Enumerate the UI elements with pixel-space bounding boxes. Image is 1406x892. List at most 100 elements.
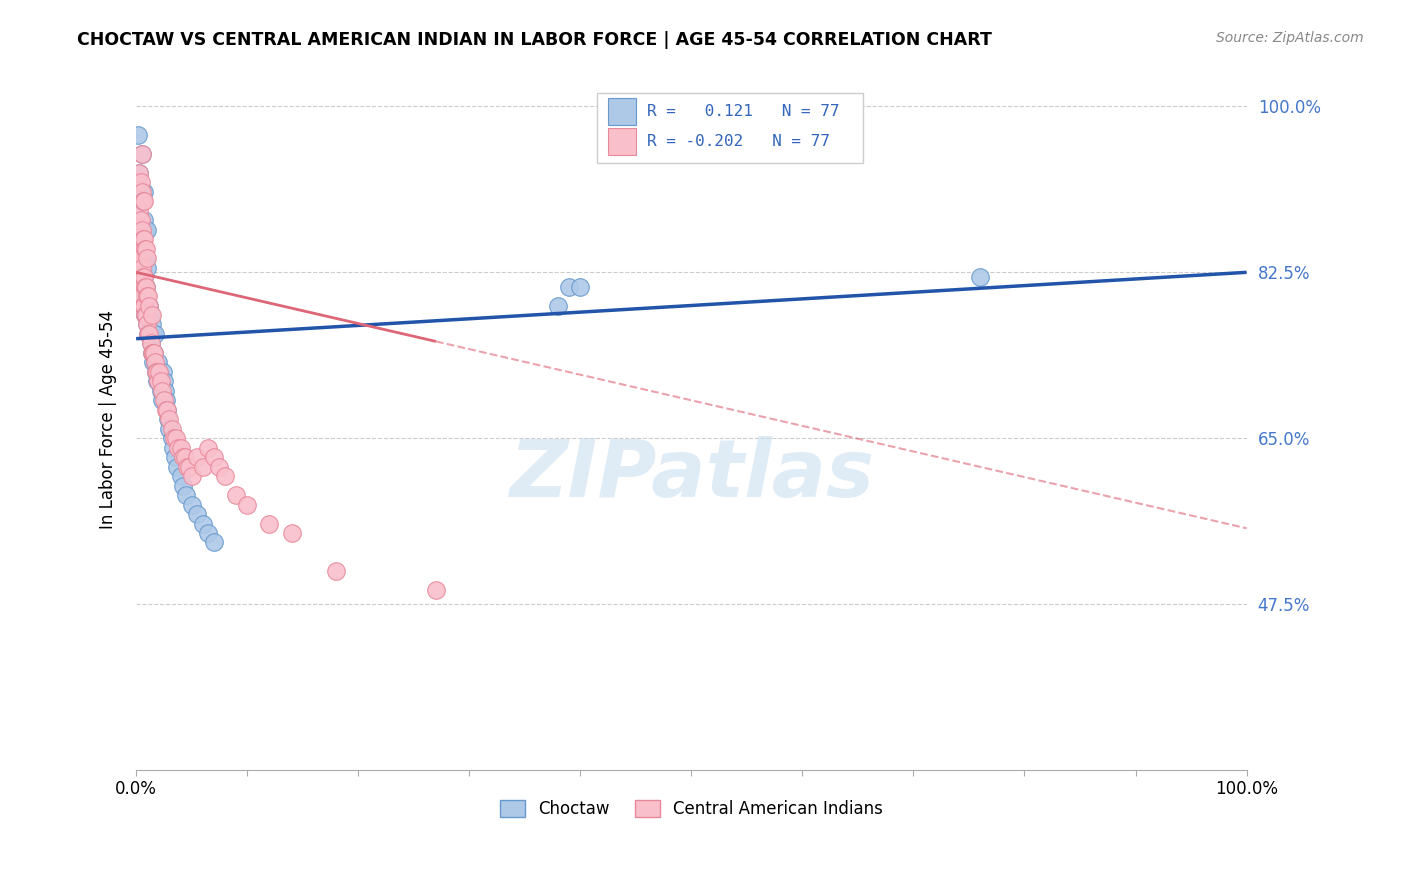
Point: [139, 336, 162, 351]
Bar: [607, 128, 636, 155]
Point: [569, 279, 592, 293]
Point: [132, 270, 155, 285]
Point: [259, 516, 281, 531]
Point: [558, 279, 581, 293]
Point: [131, 185, 153, 199]
Point: [142, 346, 165, 360]
Point: [146, 365, 169, 379]
Point: [160, 422, 183, 436]
Point: [136, 222, 159, 236]
Point: [143, 355, 166, 369]
Text: ZIPatlas: ZIPatlas: [509, 436, 875, 515]
Point: [136, 289, 159, 303]
Text: Source: ZipAtlas.com: Source: ZipAtlas.com: [1216, 31, 1364, 45]
Point: [136, 289, 159, 303]
Point: [131, 222, 153, 236]
Point: [127, 175, 149, 189]
Point: [141, 308, 163, 322]
Point: [127, 222, 149, 236]
Point: [132, 213, 155, 227]
Point: [129, 242, 152, 256]
Point: [153, 393, 176, 408]
Point: [174, 450, 197, 465]
Point: [127, 260, 149, 275]
Point: [191, 459, 214, 474]
Point: [136, 318, 159, 332]
Point: [160, 431, 183, 445]
Y-axis label: In Labor Force | Age 45-54: In Labor Force | Age 45-54: [100, 310, 117, 529]
Point: [180, 469, 202, 483]
Point: [132, 194, 155, 209]
Point: [136, 326, 159, 341]
Point: [131, 185, 153, 199]
Point: [128, 242, 150, 256]
Point: [136, 251, 159, 265]
Point: [169, 441, 191, 455]
Point: [128, 270, 150, 285]
Point: [148, 355, 170, 369]
Point: [325, 564, 347, 578]
Point: [425, 582, 447, 597]
Point: [197, 526, 219, 541]
Point: [148, 375, 170, 389]
Point: [156, 402, 179, 417]
Point: [138, 298, 160, 312]
Point: [129, 175, 152, 189]
Point: [150, 393, 173, 408]
Point: [132, 289, 155, 303]
Point: [159, 422, 181, 436]
Point: [132, 232, 155, 246]
Point: [136, 289, 159, 303]
Point: [186, 507, 208, 521]
Point: [141, 346, 163, 360]
Point: [134, 242, 156, 256]
Point: [142, 326, 165, 341]
Text: CHOCTAW VS CENTRAL AMERICAN INDIAN IN LABOR FORCE | AGE 45-54 CORRELATION CHART: CHOCTAW VS CENTRAL AMERICAN INDIAN IN LA…: [77, 31, 993, 49]
Point: [172, 478, 194, 492]
Point: [179, 459, 201, 474]
Point: [134, 279, 156, 293]
Point: [129, 279, 152, 293]
Point: [153, 375, 176, 389]
Point: [155, 402, 177, 417]
Point: [138, 326, 160, 341]
Point: [127, 251, 149, 265]
Point: [163, 431, 186, 445]
Text: R = -0.202   N = 77: R = -0.202 N = 77: [647, 134, 830, 149]
Point: [132, 270, 155, 285]
Point: [142, 346, 165, 360]
Point: [128, 213, 150, 227]
Point: [128, 166, 150, 180]
Point: [142, 355, 165, 369]
Point: [141, 346, 163, 360]
Point: [131, 222, 153, 236]
Point: [128, 166, 150, 180]
Text: R =   0.121   N = 77: R = 0.121 N = 77: [647, 103, 839, 119]
Point: [142, 346, 165, 360]
Point: [165, 431, 187, 445]
Point: [127, 213, 149, 227]
Point: [134, 222, 156, 236]
Point: [132, 194, 155, 209]
Point: [134, 279, 156, 293]
Point: [149, 375, 172, 389]
Point: [135, 279, 157, 293]
Point: [180, 498, 202, 512]
Point: [149, 384, 172, 398]
Point: [135, 279, 157, 293]
Point: [136, 318, 159, 332]
Point: [131, 146, 153, 161]
Point: [141, 318, 163, 332]
Point: [172, 450, 194, 465]
Point: [127, 260, 149, 275]
Point: [225, 488, 247, 502]
Point: [202, 535, 225, 549]
Point: [129, 194, 152, 209]
Point: [174, 488, 197, 502]
Legend: Choctaw, Central American Indians: Choctaw, Central American Indians: [494, 793, 890, 825]
Point: [132, 232, 155, 246]
Point: [129, 213, 152, 227]
Point: [132, 270, 155, 285]
Point: [138, 298, 160, 312]
Point: [166, 459, 188, 474]
